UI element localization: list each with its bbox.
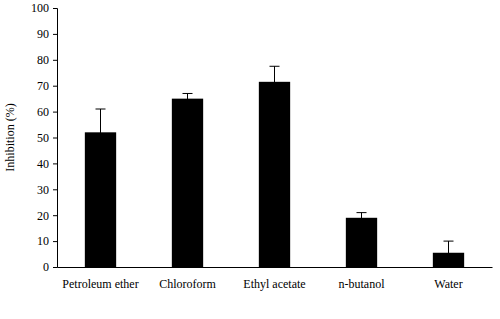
error-bar-stem: [361, 213, 362, 223]
y-tick: 0: [43, 260, 57, 274]
chart: 0 10 20 30 40 50 60 70 80 90 100 Petroleum ether Chl…: [0, 0, 500, 319]
y-tick-mark: [53, 189, 57, 190]
y-tick-mark: [53, 138, 57, 139]
y-tick-mark: [53, 8, 57, 9]
x-tick-label: Petroleum ether: [62, 277, 138, 291]
y-tick: 90: [37, 27, 57, 41]
x-tick: Chloroform: [159, 267, 216, 291]
y-tick-label: 40: [37, 157, 49, 171]
y-tick: 100: [31, 1, 57, 15]
y-tick-label: 10: [37, 234, 49, 248]
error-bar-cap: [96, 109, 106, 110]
y-tick-mark: [53, 86, 57, 87]
y-tick-label: 90: [37, 27, 49, 41]
y-tick-mark: [53, 34, 57, 35]
y-tick: 30: [37, 183, 57, 197]
y-tick-label: 70: [37, 79, 49, 93]
bar: [259, 82, 290, 267]
y-tick: 10: [37, 234, 57, 248]
y-tick: 40: [37, 157, 57, 171]
x-tick-label: Water: [434, 277, 462, 291]
y-tick-label: 0: [43, 260, 49, 274]
error-bar-cap: [357, 212, 367, 213]
y-tick-mark: [53, 215, 57, 216]
y-tick: 20: [37, 209, 57, 223]
error-bar-cap: [270, 66, 280, 67]
y-tick-label: 30: [37, 183, 49, 197]
x-axis: Petroleum ether Chloroform Ethyl acetate n-…: [58, 267, 493, 291]
error-bar-stem: [448, 241, 449, 264]
x-tick-label: n-butanol: [339, 277, 386, 291]
bar: [172, 99, 203, 267]
x-tick: Petroleum ether: [62, 267, 138, 291]
x-tick-label: Chloroform: [159, 277, 216, 291]
bar: [346, 218, 377, 267]
y-axis-title: Inhibition (%): [3, 103, 17, 171]
error-bar-cap: [444, 241, 454, 242]
x-tick: n-butanol: [339, 267, 386, 291]
error-bar: [183, 93, 193, 103]
y-tick-mark: [53, 241, 57, 242]
y-tick-mark: [53, 60, 57, 61]
error-bar-cap: [183, 93, 193, 94]
x-tick-label: Ethyl acetate: [243, 277, 305, 291]
y-tick: 50: [37, 131, 57, 145]
plot-area: 0 10 20 30 40 50 60 70 80 90 100 Petroleum ether Chl…: [31, 1, 493, 290]
y-tick-mark: [53, 112, 57, 113]
y-tick-mark: [53, 163, 57, 164]
x-axis-line: [58, 267, 493, 268]
y-tick-label: 20: [37, 209, 49, 223]
error-bar-stem: [100, 109, 101, 156]
y-tick-label: 60: [37, 105, 49, 119]
x-tick: Ethyl acetate: [243, 267, 305, 291]
y-tick-label: 100: [31, 1, 49, 15]
y-tick-label: 80: [37, 53, 49, 67]
error-bar-stem: [187, 93, 188, 103]
x-tick: Water: [434, 267, 462, 291]
error-bar-stem: [274, 66, 275, 97]
y-tick: 70: [37, 79, 57, 93]
y-tick-mark: [53, 267, 57, 268]
y-axis: 0 10 20 30 40 50 60 70 80 90 100: [31, 1, 58, 274]
error-bar: [270, 66, 280, 97]
marks: [85, 66, 464, 267]
y-tick: 60: [37, 105, 57, 119]
error-bar: [444, 241, 454, 264]
y-tick-label: 50: [37, 131, 49, 145]
error-bar: [96, 109, 106, 156]
y-tick: 80: [37, 53, 57, 67]
error-bar: [357, 213, 367, 223]
y-axis-line: [53, 9, 58, 268]
